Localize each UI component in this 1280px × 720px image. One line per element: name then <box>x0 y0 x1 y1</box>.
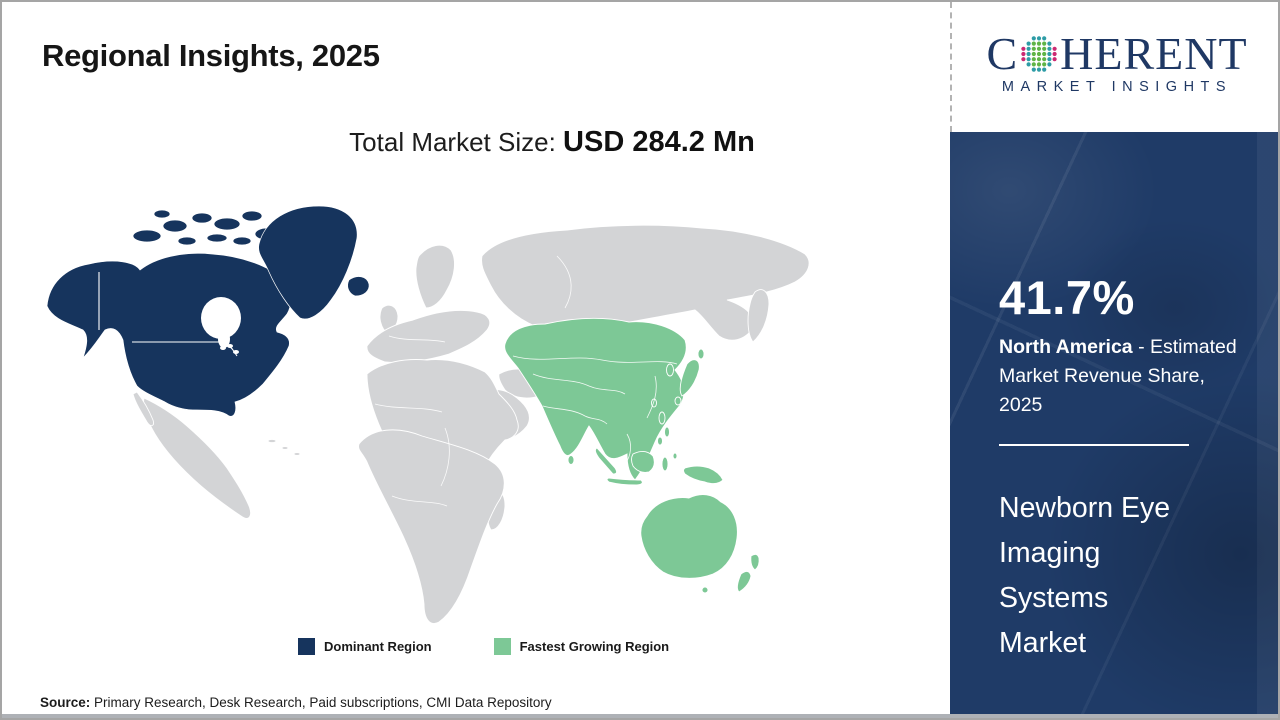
brand-letters-herent: HERENT <box>1060 28 1248 79</box>
dashed-divider <box>950 2 952 132</box>
dominant-region-label: Dominant Region <box>324 639 432 654</box>
source-label: Source: <box>40 695 91 710</box>
market-size-value: USD 284.2 Mn <box>563 126 755 158</box>
legend-item-growing: Fastest Growing Region <box>493 638 670 655</box>
region-rest-of-world <box>132 224 810 624</box>
fastest-growing-region-label: Fastest Growing Region <box>519 639 670 654</box>
sidebar-panel: 41.7% North America - Estimated Market R… <box>950 132 1278 718</box>
market-share-description: North America - Estimated Market Revenue… <box>999 333 1252 420</box>
dominant-region-swatch <box>298 638 315 655</box>
source-note: Source: Primary Research, Desk Research,… <box>40 695 552 710</box>
sidebar-divider <box>999 444 1189 446</box>
region-north-america <box>46 205 370 417</box>
brand-subtitle: MARKET INSIGHTS <box>1001 79 1233 95</box>
market-size-label: Total Market Size: <box>349 127 564 157</box>
bottom-strip <box>2 714 1278 718</box>
market-size-subtitle: Total Market Size: USD 284.2 Mn <box>132 126 972 159</box>
world-map <box>37 194 817 628</box>
brand-letter-c: C <box>986 28 1019 79</box>
brand-logo: C HERENT MARKET INSIGHTS <box>964 28 1270 96</box>
source-text: Primary Research, Desk Research, Paid su… <box>90 695 552 710</box>
market-share-region: North America <box>999 336 1133 358</box>
region-asia-pacific <box>504 317 760 594</box>
map-legend: Dominant Region Fastest Growing Region <box>298 638 669 655</box>
page-title: Regional Insights, 2025 <box>42 38 380 73</box>
market-share-value: 41.7% <box>999 271 1135 324</box>
world-map-svg <box>46 205 810 624</box>
brand-wordmark: C HERENT <box>964 28 1270 79</box>
market-share-suffix: - Estimated Market Revenue Share, 2025 <box>999 336 1237 416</box>
legend-item-dominant: Dominant Region <box>298 638 432 655</box>
fastest-growing-region-swatch <box>493 638 511 655</box>
market-name: Newborn Eye Imaging Systems Market <box>999 492 1171 659</box>
sidebar-content: 41.7% North America - Estimated Market R… <box>950 132 1278 666</box>
dot-globe-icon <box>1021 36 1057 72</box>
